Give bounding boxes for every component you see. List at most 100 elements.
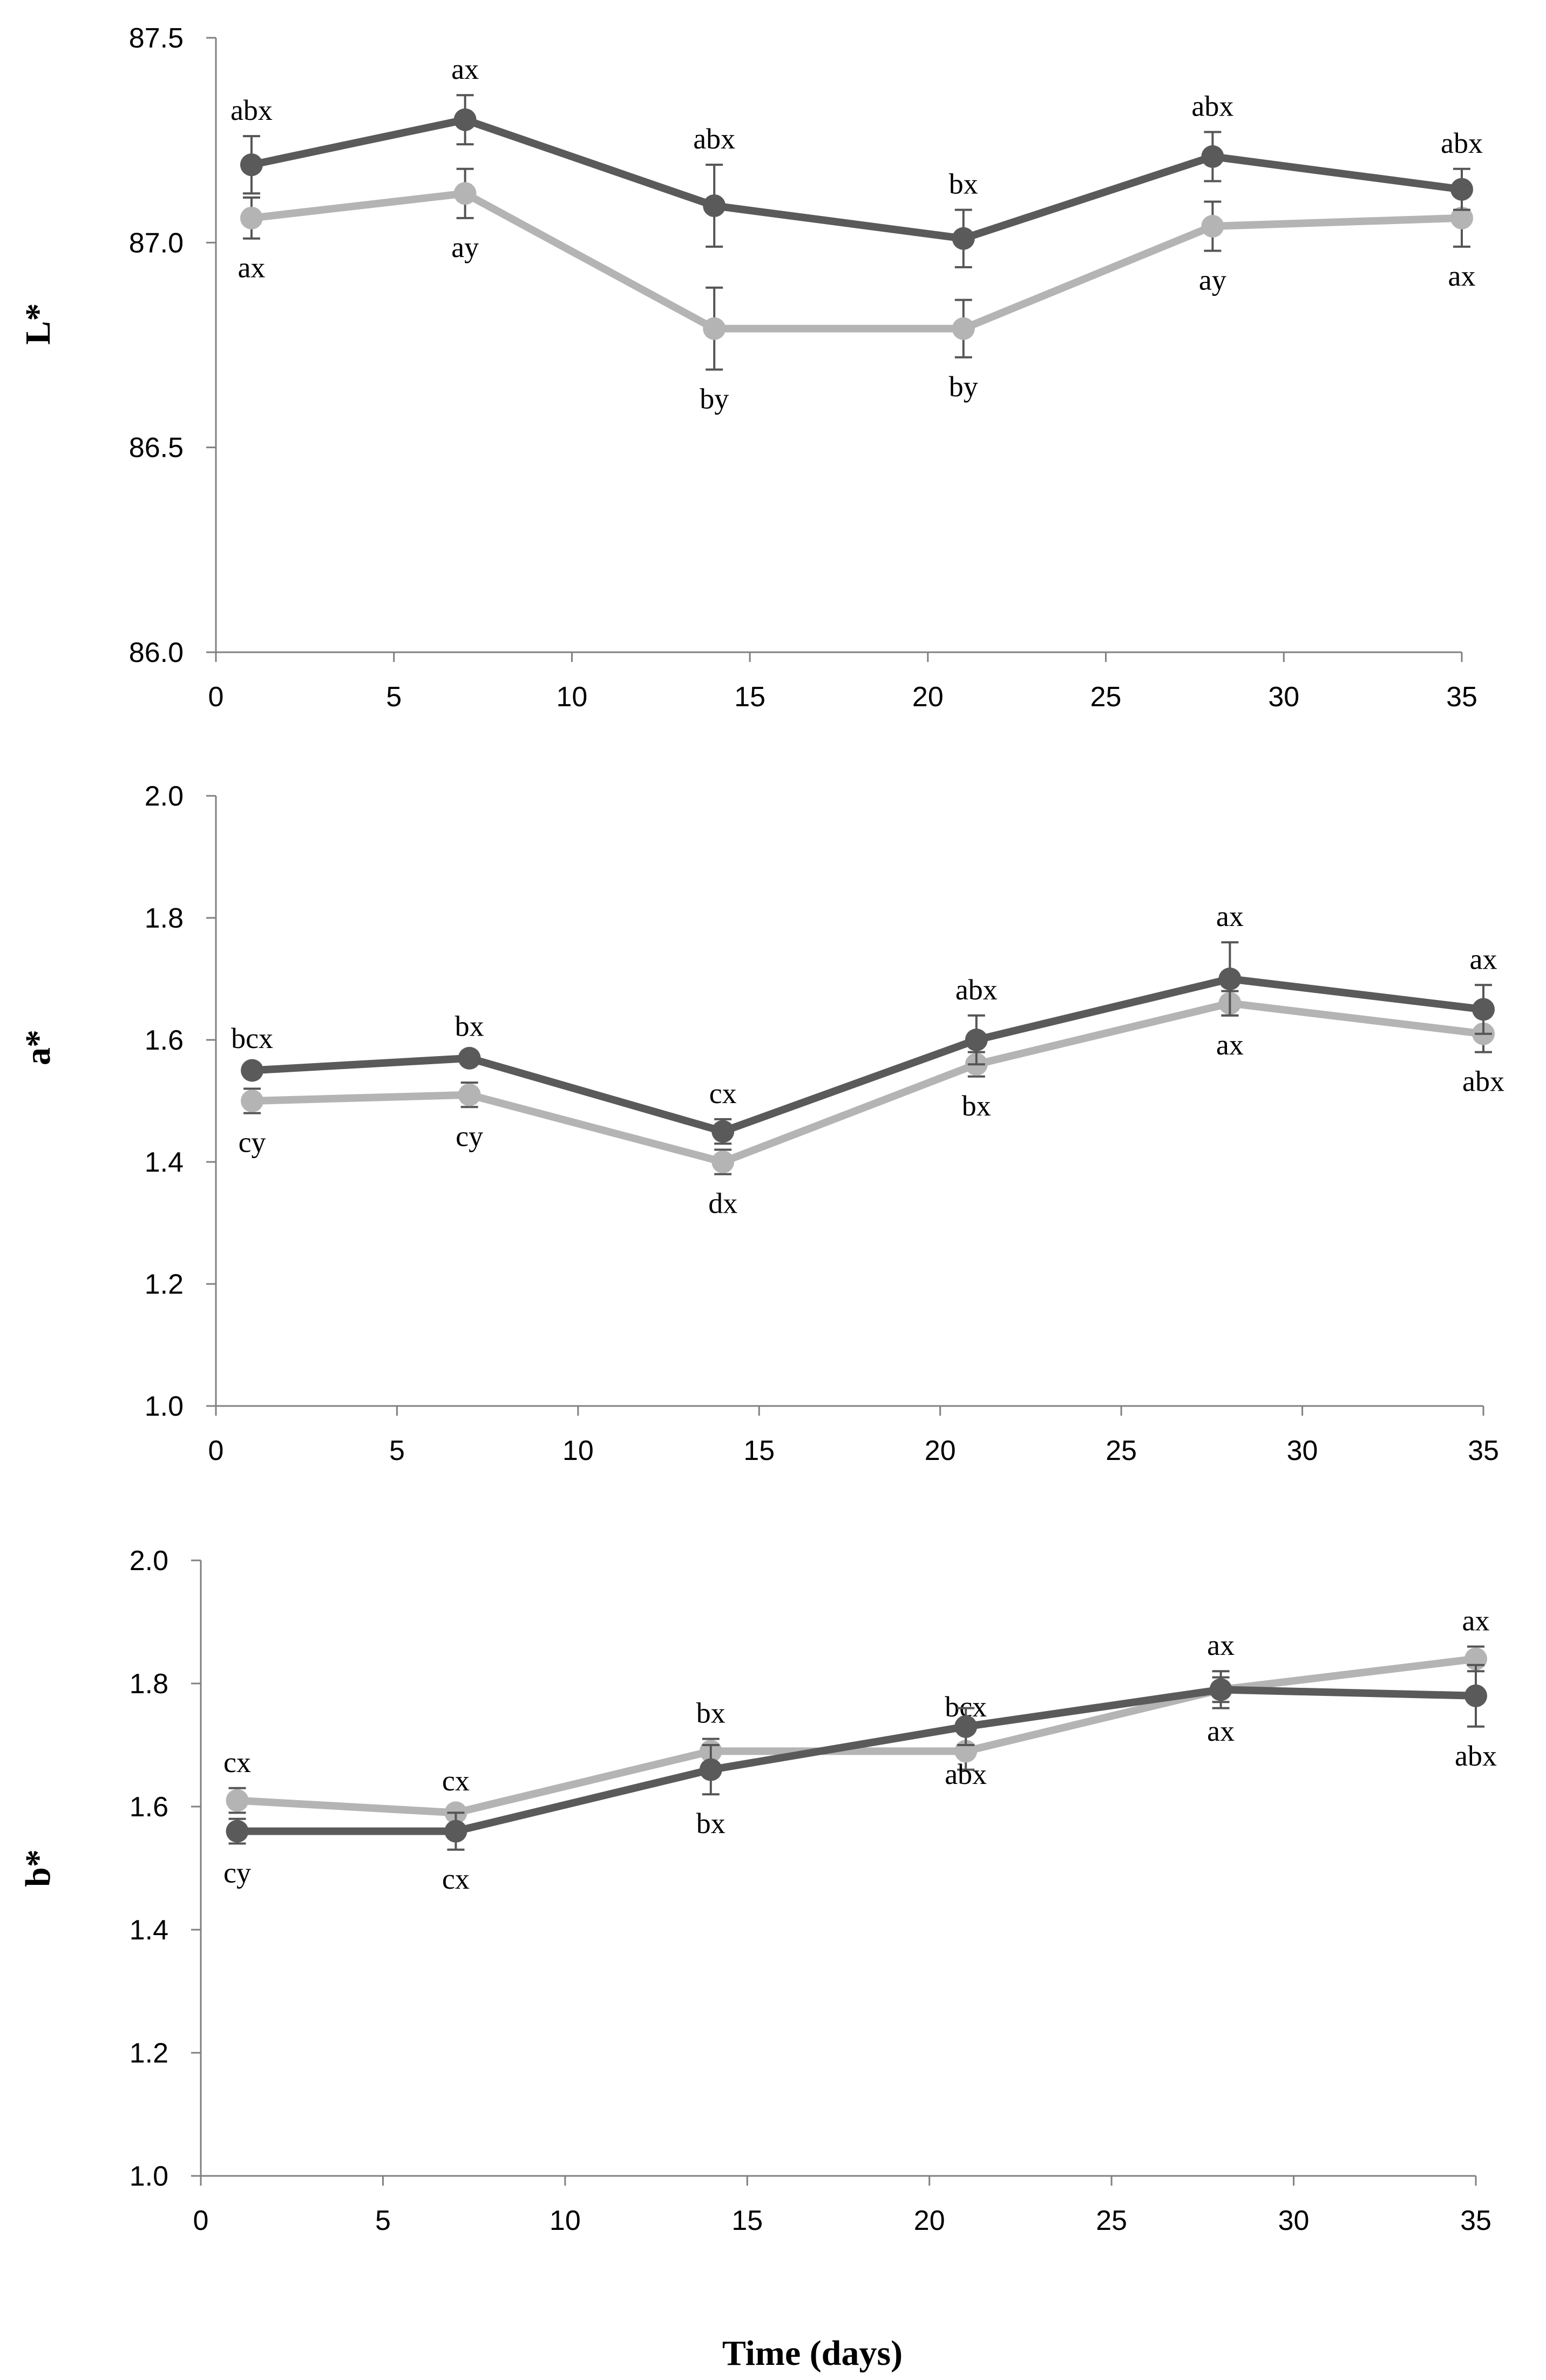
data-point	[952, 317, 975, 340]
x-tick-label: 0	[208, 681, 224, 713]
data-label: by	[949, 370, 978, 403]
data-point	[240, 206, 263, 229]
x-tick-label: 30	[1278, 2205, 1310, 2236]
data-label: bx	[455, 1010, 484, 1043]
data-point	[703, 194, 726, 218]
data-label: abx	[955, 973, 998, 1006]
data-point	[1201, 214, 1224, 238]
y-tick-label: 87.5	[129, 23, 184, 54]
y-axis-title: a*	[18, 1030, 58, 1065]
x-tick-label: 35	[1446, 681, 1477, 713]
data-point	[240, 153, 263, 177]
y-tick-label: 1.4	[145, 1147, 184, 1178]
y-tick-label: 1.2	[145, 1269, 184, 1300]
y-tick-label: 87.0	[129, 227, 184, 259]
data-point	[226, 1820, 249, 1843]
series-line	[237, 1686, 1476, 1835]
y-tick-label: 1.0	[145, 1391, 184, 1422]
data-label: ay	[1199, 264, 1226, 296]
data-label: cy	[223, 1856, 251, 1889]
data-label: cx	[442, 1764, 470, 1797]
data-point	[1201, 145, 1224, 168]
data-point	[1450, 206, 1473, 229]
data-label: abx	[230, 94, 273, 126]
data-label: cx	[709, 1077, 737, 1110]
y-tick-label: 1.0	[130, 2161, 168, 2192]
data-label: bx	[696, 1697, 725, 1729]
data-point	[226, 1789, 249, 1812]
x-tick-label: 0	[193, 2205, 209, 2236]
data-label: ax	[1448, 260, 1476, 292]
data-label: abx	[945, 1758, 987, 1790]
chart-panel-2: 1.0 1.2 1.4 1.6 1.8 2.0 0 5 10 15 20 25 30 35 a* cy cy dx…	[18, 781, 1504, 1466]
series-2: cy cy dx bx ax abx	[239, 990, 1504, 1220]
x-tick-label: 20	[912, 681, 944, 713]
data-label: abx	[1462, 1065, 1504, 1098]
data-label: ax	[1470, 943, 1497, 975]
data-point	[241, 1059, 264, 1082]
data-point	[711, 1151, 735, 1173]
data-label: ay	[451, 231, 479, 263]
data-point	[453, 108, 477, 131]
y-axis-title: L*	[18, 303, 58, 344]
data-point	[458, 1083, 481, 1106]
x-tick-label: 10	[562, 1435, 594, 1466]
data-label: bx	[696, 1807, 725, 1840]
data-point	[241, 1090, 264, 1112]
x-tick-label: 30	[1287, 1435, 1318, 1466]
x-tick-label: 35	[1460, 2205, 1491, 2236]
x-tick-label: 15	[731, 2205, 763, 2236]
series-1: abx ax abx bx abx abx	[230, 53, 1483, 268]
x-axis-title: Time (days)	[722, 2334, 903, 2373]
x-tick-label: 0	[208, 1435, 224, 1466]
x-tick-label: 25	[1106, 1435, 1137, 1466]
data-label: ax	[1216, 1029, 1244, 1061]
x-tick-label: 10	[557, 681, 588, 713]
series-1: cy cx bx abx ax abx	[223, 1664, 1497, 1895]
y-tick-label: 1.4	[130, 1915, 168, 1946]
data-point	[453, 182, 477, 205]
series-line	[251, 190, 1462, 333]
y-tick-label: 1.6	[130, 1791, 168, 1823]
series-line	[250, 116, 1462, 242]
data-label: abx	[1441, 127, 1483, 159]
data-label: dx	[708, 1187, 737, 1220]
y-tick-label: 86.5	[129, 432, 184, 464]
data-label: cy	[239, 1126, 266, 1159]
data-label: abx	[1191, 90, 1233, 122]
data-point	[711, 1120, 735, 1143]
data-point	[703, 317, 726, 340]
y-tick-label: 1.8	[145, 903, 184, 934]
data-label: abx	[1455, 1740, 1497, 1772]
data-point	[965, 1029, 988, 1051]
y-tick-label: 2.0	[145, 781, 184, 812]
y-tick-label: 1.6	[145, 1025, 184, 1056]
data-label: ax	[1207, 1715, 1235, 1747]
x-tick-label: 25	[1090, 681, 1122, 713]
data-point	[1209, 1678, 1232, 1701]
data-label: cx	[442, 1863, 470, 1895]
x-tick-label: 5	[375, 2205, 391, 2236]
data-point	[952, 227, 975, 250]
data-label: ax	[451, 53, 479, 85]
x-tick-label: 25	[1096, 2205, 1127, 2236]
series-1: bcx bx cx abx ax ax	[231, 900, 1497, 1145]
data-label: by	[700, 383, 729, 415]
series-2: ax ay by by ay ax	[238, 167, 1476, 415]
x-tick-label: 15	[743, 1435, 775, 1466]
x-tick-label: 20	[914, 2205, 945, 2236]
data-point	[1450, 178, 1473, 201]
data-point	[1218, 968, 1242, 990]
x-tick-label: 20	[925, 1435, 956, 1466]
chart-panel-3: 1.0 1.2 1.4 1.6 1.8 2.0 0 5 10 15 20 25 30 35 b* cx cx bx…	[18, 1545, 1497, 2236]
x-tick-label: 5	[386, 681, 402, 713]
y-tick-label: 1.8	[130, 1668, 168, 1700]
y-tick-label: 2.0	[130, 1545, 168, 1577]
data-label: bcx	[231, 1022, 273, 1054]
y-tick-label: 86.0	[129, 637, 184, 668]
x-tick-label: 35	[1468, 1435, 1499, 1466]
data-point	[1472, 998, 1495, 1021]
data-label: cy	[456, 1120, 483, 1152]
